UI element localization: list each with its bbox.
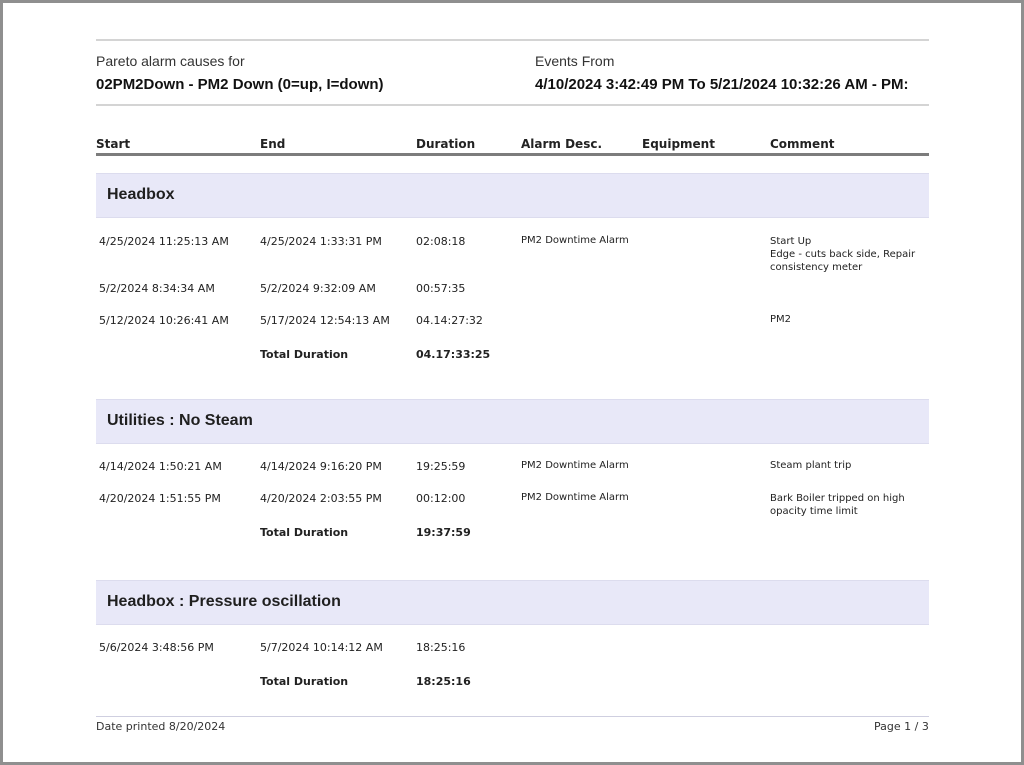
- row-duration: 02:08:18: [416, 235, 466, 248]
- row-start: 4/25/2024 11:25:13 AM: [99, 235, 229, 248]
- col-duration: Duration: [416, 137, 476, 151]
- row-duration: 18:25:16: [416, 641, 466, 654]
- page-number: Page 1 / 3: [874, 720, 929, 733]
- row-comment: PM2: [770, 314, 792, 325]
- group-band: Headbox: [96, 173, 929, 218]
- row-comment: Bark Boiler tripped on high opacity time…: [770, 493, 905, 517]
- footer-rule: [96, 716, 929, 717]
- group-title: Utilities : No Steam: [107, 412, 253, 429]
- col-equipment: Equipment: [642, 137, 715, 151]
- date-printed: Date printed 8/20/2024: [96, 720, 226, 733]
- col-alarm-desc: Alarm Desc.: [521, 137, 603, 151]
- row-start: 4/20/2024 1:51:55 PM: [99, 492, 221, 505]
- row-end: 5/7/2024 10:14:12 AM: [260, 641, 383, 654]
- total-duration-label: Total Duration: [260, 526, 349, 539]
- total-duration-value: 18:25:16: [416, 675, 471, 688]
- row-end: 4/25/2024 1:33:31 PM: [260, 235, 382, 248]
- group-title: Headbox : Pressure oscillation: [107, 593, 341, 610]
- row-start: 4/14/2024 1:50:21 AM: [99, 460, 222, 473]
- events-label: Events From: [535, 53, 615, 69]
- row-alarm-desc: PM2 Downtime Alarm: [521, 460, 629, 471]
- column-header-rule: [96, 153, 929, 156]
- header-top-rule: [96, 39, 929, 41]
- report-tag: 02PM2Down - PM2 Down (0=up, I=down): [96, 76, 384, 93]
- row-end: 4/20/2024 2:03:55 PM: [260, 492, 382, 505]
- row-start: 5/6/2024 3:48:56 PM: [99, 641, 214, 654]
- row-start: 5/12/2024 10:26:41 AM: [99, 314, 229, 327]
- row-duration: 19:25:59: [416, 460, 466, 473]
- group-band: Headbox : Pressure oscillation: [96, 580, 929, 625]
- total-duration-label: Total Duration: [260, 348, 349, 361]
- group-title: Headbox: [107, 186, 175, 203]
- header-bottom-rule: [96, 104, 929, 106]
- row-alarm-desc: PM2 Downtime Alarm: [521, 235, 629, 246]
- row-duration: 00:57:35: [416, 282, 466, 295]
- date-range: 4/10/2024 3:42:49 PM To 5/21/2024 10:32:…: [535, 76, 909, 93]
- total-duration-label: Total Duration: [260, 675, 349, 688]
- row-end: 4/14/2024 9:16:20 PM: [260, 460, 382, 473]
- row-comment: Start Up Edge - cuts back side, Repair c…: [770, 236, 916, 273]
- row-end: 5/2/2024 9:32:09 AM: [260, 282, 376, 295]
- row-start: 5/2/2024 8:34:34 AM: [99, 282, 215, 295]
- row-alarm-desc: PM2 Downtime Alarm: [521, 492, 629, 503]
- row-duration: 04.14:27:32: [416, 314, 483, 327]
- row-end: 5/17/2024 12:54:13 AM: [260, 314, 390, 327]
- col-comment: Comment: [770, 137, 835, 151]
- report-title-prefix: Pareto alarm causes for: [96, 53, 245, 69]
- row-comment: Steam plant trip: [770, 460, 852, 471]
- col-end: End: [260, 137, 286, 151]
- col-start: Start: [96, 137, 131, 151]
- total-duration-value: 04.17:33:25: [416, 348, 491, 361]
- group-band: Utilities : No Steam: [96, 399, 929, 444]
- total-duration-value: 19:37:59: [416, 526, 471, 539]
- row-duration: 00:12:00: [416, 492, 466, 505]
